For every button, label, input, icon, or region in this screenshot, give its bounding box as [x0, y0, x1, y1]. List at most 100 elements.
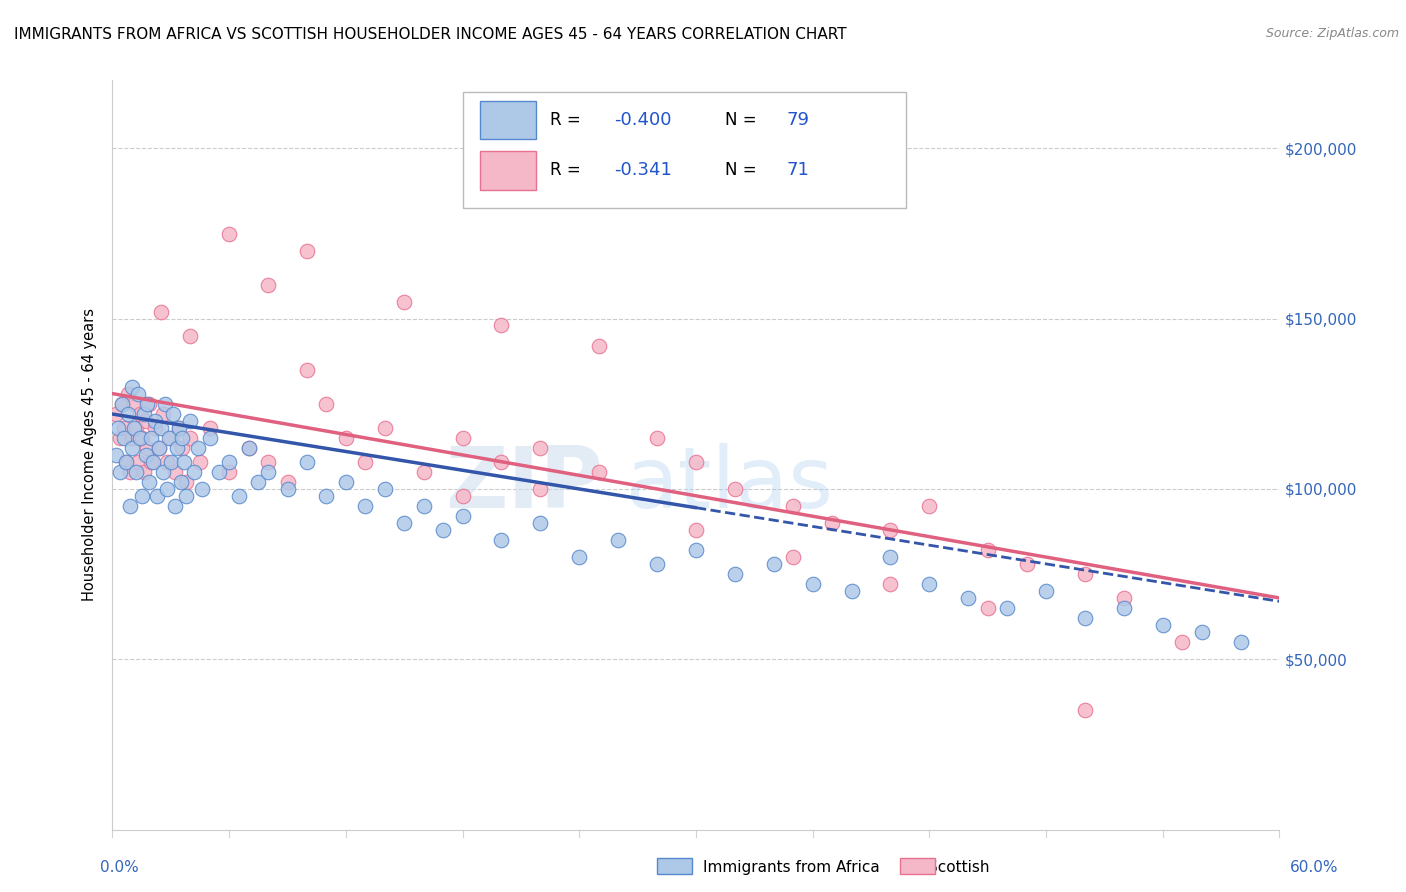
Text: -0.341: -0.341 [614, 161, 672, 179]
Point [1035, 584, 1057, 599]
Point [176, 475, 198, 490]
Point [162, 407, 184, 421]
Point [141, 455, 163, 469]
Point [115, 455, 138, 469]
Point [432, 523, 454, 537]
Text: Scottish: Scottish [928, 860, 990, 874]
Point [112, 420, 135, 434]
Point [143, 420, 166, 434]
Point [645, 557, 668, 571]
Point [111, 397, 134, 411]
Point [187, 441, 209, 455]
Point [295, 244, 318, 258]
Point [724, 482, 747, 496]
Point [166, 441, 188, 455]
Point [315, 397, 337, 411]
Point [135, 448, 157, 462]
Point [588, 465, 610, 479]
Point [354, 455, 377, 469]
Point [150, 420, 173, 434]
Bar [900, 858, 935, 874]
Point [1112, 591, 1135, 605]
Point [976, 601, 998, 615]
Point [107, 420, 129, 434]
Text: ZIP: ZIP [444, 443, 603, 526]
Point [238, 441, 260, 455]
Point [132, 407, 155, 421]
Point [150, 305, 173, 319]
Point [491, 455, 513, 469]
Point [111, 397, 134, 411]
Point [1074, 703, 1097, 717]
Text: Source: ZipAtlas.com: Source: ZipAtlas.com [1265, 27, 1399, 40]
Point [276, 475, 298, 490]
Point [529, 516, 551, 530]
Point [685, 523, 707, 537]
Text: R =: R = [550, 111, 586, 129]
Text: 0.0%: 0.0% [100, 860, 139, 874]
Point [118, 499, 141, 513]
Point [131, 489, 153, 503]
Point [782, 499, 804, 513]
Point [127, 455, 149, 469]
Point [918, 499, 941, 513]
Point [148, 441, 170, 455]
Point [156, 455, 179, 469]
Point [173, 455, 195, 469]
Point [138, 475, 160, 490]
Text: N =: N = [725, 111, 762, 129]
Point [451, 431, 474, 445]
Text: 79: 79 [787, 111, 810, 129]
Point [142, 455, 165, 469]
Point [218, 465, 240, 479]
Point [568, 550, 591, 565]
Point [208, 465, 231, 479]
Point [152, 407, 174, 421]
Point [176, 489, 198, 503]
Point [491, 533, 513, 547]
Point [138, 397, 160, 411]
Point [141, 431, 163, 445]
Point [276, 482, 298, 496]
Point [491, 318, 513, 333]
Point [879, 577, 901, 591]
Y-axis label: Householder Income Ages 45 - 64 years: Householder Income Ages 45 - 64 years [82, 309, 97, 601]
Point [1229, 635, 1251, 649]
Point [394, 294, 416, 309]
Point [1191, 625, 1213, 640]
Text: Immigrants from Africa: Immigrants from Africa [703, 860, 880, 874]
Point [118, 465, 141, 479]
Point [136, 441, 159, 455]
Point [135, 414, 157, 428]
Point [918, 577, 941, 591]
Point [451, 509, 474, 524]
Point [122, 397, 145, 411]
Point [335, 475, 357, 490]
Point [169, 475, 191, 490]
Point [1171, 635, 1194, 649]
Point [724, 567, 747, 582]
Point [167, 420, 190, 434]
Point [257, 455, 280, 469]
FancyBboxPatch shape [479, 151, 536, 190]
Point [128, 431, 150, 445]
Point [879, 550, 901, 565]
Point [685, 455, 707, 469]
Point [121, 380, 143, 394]
Point [354, 499, 377, 513]
Point [188, 455, 211, 469]
Text: IMMIGRANTS FROM AFRICA VS SCOTTISH HOUSEHOLDER INCOME AGES 45 - 64 YEARS CORRELA: IMMIGRANTS FROM AFRICA VS SCOTTISH HOUSE… [14, 27, 846, 42]
Point [167, 420, 190, 434]
Point [179, 431, 201, 445]
Point [1074, 567, 1097, 582]
Point [148, 441, 170, 455]
Point [163, 465, 186, 479]
Point [105, 407, 128, 421]
Point [995, 601, 1018, 615]
Point [238, 441, 260, 455]
Point [451, 489, 474, 503]
Point [146, 489, 169, 503]
Point [529, 441, 551, 455]
Point [191, 482, 214, 496]
Point [782, 550, 804, 565]
